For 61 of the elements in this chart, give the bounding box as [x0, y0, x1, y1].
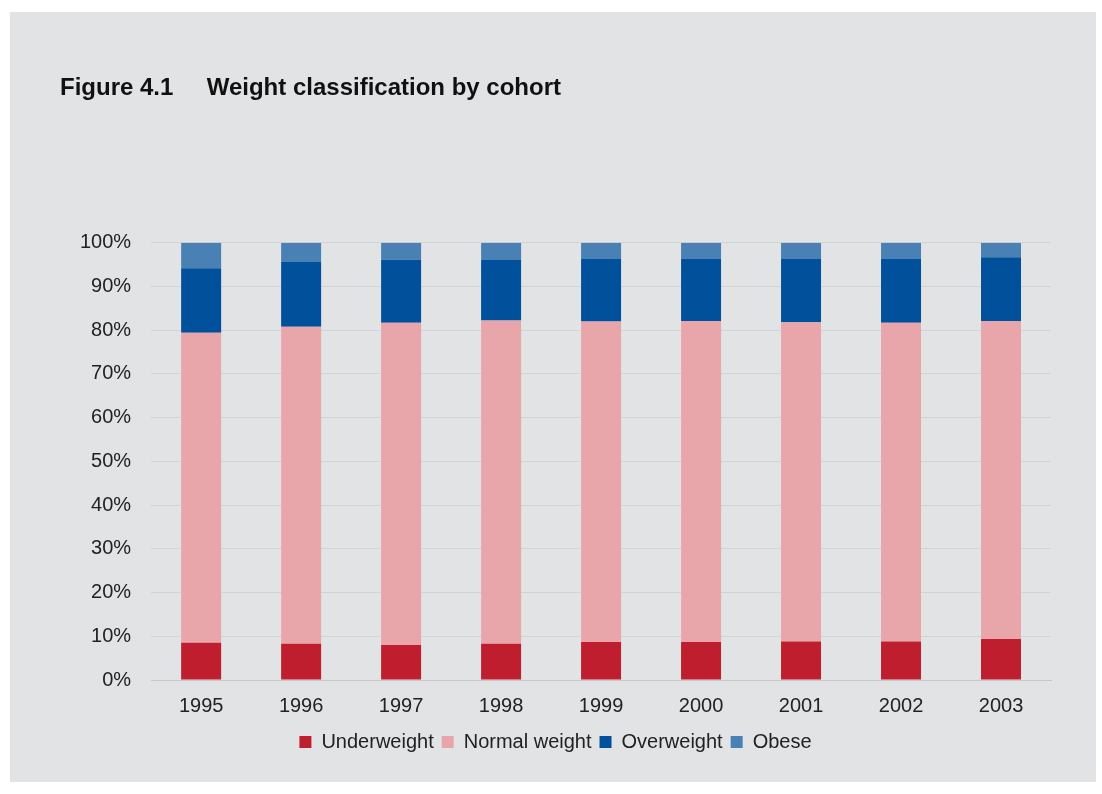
bar	[981, 257, 1022, 322]
bar	[481, 643, 522, 680]
bar	[781, 242, 822, 259]
legend-label: Underweight	[321, 729, 435, 752]
y-tick-label: 70%	[91, 361, 132, 384]
bar	[681, 242, 722, 259]
bar	[381, 322, 422, 646]
x-tick-label: 2001	[778, 693, 824, 716]
chart-title: Figure 4.1 Weight classification by cohort	[60, 73, 561, 101]
x-tick-label: 1996	[278, 693, 324, 716]
bar	[681, 641, 722, 680]
y-tick-label: 80%	[91, 317, 132, 340]
bar	[481, 242, 522, 260]
bar	[181, 242, 222, 269]
x-tick-label: 1999	[578, 693, 624, 716]
bar	[981, 638, 1022, 680]
bar	[581, 242, 622, 259]
bar	[881, 242, 922, 259]
bar	[281, 643, 322, 680]
bar	[481, 259, 522, 321]
bar	[681, 321, 722, 642]
bar	[481, 320, 522, 644]
bar	[981, 242, 1022, 258]
x-tick-label: 1995	[178, 693, 224, 716]
bar	[181, 268, 222, 333]
legend-label: Overweight	[621, 729, 724, 752]
bar	[281, 242, 322, 262]
bar	[581, 641, 622, 680]
bar	[781, 322, 822, 642]
bar	[881, 322, 922, 642]
bar	[381, 259, 422, 323]
bar	[781, 258, 822, 323]
bar	[681, 258, 722, 322]
bar	[881, 258, 922, 323]
y-tick-label: 60%	[91, 405, 132, 428]
y-tick-label: 40%	[91, 492, 132, 515]
y-tick-label: 10%	[91, 623, 132, 646]
bar	[581, 258, 622, 322]
bar	[781, 641, 822, 680]
y-tick-label: 30%	[91, 536, 132, 559]
y-tick-label: 100%	[80, 230, 132, 253]
x-tick-label: 2003	[978, 693, 1024, 716]
bar	[881, 641, 922, 680]
y-tick-label: 50%	[91, 448, 132, 471]
bar	[381, 242, 422, 260]
bar	[181, 332, 222, 643]
bar	[281, 261, 322, 327]
bar	[381, 645, 422, 680]
y-tick-label: 20%	[91, 580, 132, 603]
bar	[581, 321, 622, 642]
x-tick-label: 1998	[478, 693, 524, 716]
x-tick-label: 2002	[878, 693, 924, 716]
bar	[181, 642, 222, 680]
x-tick-label: 1997	[378, 693, 424, 716]
legend-label: Obese	[752, 729, 812, 752]
y-tick-label: 90%	[91, 274, 132, 297]
x-tick-label: 2000	[678, 693, 724, 716]
bar	[981, 321, 1022, 639]
y-tick-label: 0%	[102, 667, 132, 690]
bar	[281, 326, 322, 644]
legend-label: Normal weight	[463, 729, 592, 752]
